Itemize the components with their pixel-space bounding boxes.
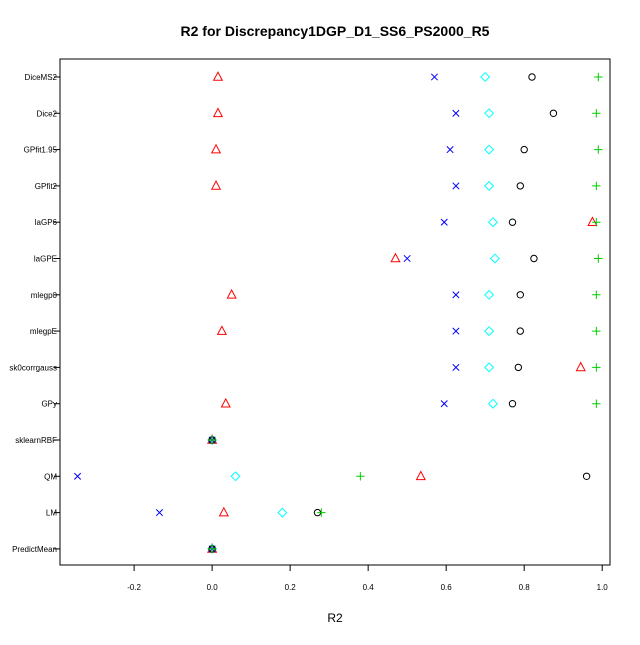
data-point-triangle (218, 506, 229, 517)
data-point-diamond (484, 144, 495, 155)
data-point-cross (440, 400, 448, 408)
data-point-triangle (216, 325, 228, 335)
data-point-circle (514, 363, 523, 372)
data-point-circle (582, 472, 591, 480)
data-point-triangle (226, 288, 237, 299)
y-tick-label: GPfit2 (35, 182, 58, 191)
data-point-cross (440, 218, 448, 226)
data-point-triangle (212, 71, 224, 81)
data-point-diamond (487, 217, 498, 228)
data-point-circle (516, 291, 524, 299)
data-point-plus (592, 290, 601, 299)
data-point-plus (592, 326, 601, 336)
data-point-plus (592, 399, 601, 408)
data-point-cross (452, 109, 460, 117)
y-tick-label: Dice2 (37, 109, 58, 118)
data-point-circle (520, 145, 528, 154)
y-tick-label: DiceMS2 (25, 73, 58, 82)
data-point-plus (356, 472, 365, 481)
plot-area: -0.2 0.0 0.2 0.4 0.6 0.8 1.0 DiceMS2 Dice2 GPfit1… (9, 58, 611, 592)
data-point-plus (594, 72, 603, 82)
x-tick-label: 0.6 (441, 583, 453, 592)
y-tick-label: mlegpE (30, 327, 57, 336)
x-tick-label: 0.8 (519, 583, 531, 592)
data-point-cross (446, 146, 454, 154)
y-tick-label: GPy (41, 400, 57, 409)
data-point-circle (516, 182, 524, 190)
data-point-triangle (210, 143, 222, 154)
data-point-plus (317, 508, 326, 517)
y-tick-label: sklearnRBF (15, 436, 57, 445)
x-tick-label: -0.2 (127, 583, 141, 592)
data-point-plus (592, 363, 601, 372)
data-point-plus (592, 109, 601, 118)
data-point-diamond (230, 471, 241, 482)
data-point-circle (549, 109, 558, 118)
data-point-diamond (484, 289, 495, 300)
data-point-circle (516, 327, 524, 335)
y-tick-label: QM (44, 472, 57, 481)
data-point-cross (155, 509, 164, 517)
chart-title: R2 for Discrepancy1DGP_D1_SS6_PS2000_R5 (181, 23, 490, 39)
data-point-triangle (210, 180, 222, 190)
data-point-diamond (484, 108, 495, 119)
data-point-circle (508, 218, 517, 226)
data-point-cross (452, 182, 460, 190)
x-tick-label: 0.2 (285, 583, 297, 592)
data-point-circle (508, 400, 517, 408)
data-point-cross (452, 291, 460, 299)
data-point-circle (528, 73, 536, 81)
y-tick-label: mlegp0 (31, 291, 58, 300)
data-point-plus (207, 435, 217, 445)
x-tick-label: 0.4 (363, 583, 375, 592)
y-tick-label: LM (46, 509, 57, 518)
data-point-triangle (212, 107, 224, 118)
data-point-diamond (484, 362, 495, 373)
data-point-triangle (587, 216, 598, 226)
data-point-triangle (220, 397, 231, 408)
data-point-plus (592, 181, 601, 191)
data-point-circle (530, 254, 538, 263)
data-point-diamond (487, 398, 498, 409)
data-point-plus (207, 544, 217, 554)
data-point-diamond (277, 507, 288, 518)
data-point-cross (430, 73, 439, 81)
data-point-triangle (415, 470, 426, 481)
data-point-plus (594, 145, 603, 154)
data-point-plus (594, 254, 603, 263)
y-tick-label: GPfit1.95 (24, 146, 58, 155)
data-point-diamond (480, 71, 491, 83)
y-tick-label: laGP6 (35, 218, 58, 227)
data-point-diamond (489, 253, 500, 264)
data-point-diamond (484, 180, 495, 191)
y-tick-label: laGPE (34, 255, 57, 264)
y-tick-label: sk0corrgauss (9, 363, 57, 372)
data-point-triangle (575, 361, 586, 372)
plot-frame (59, 58, 611, 566)
data-point-triangle (390, 252, 401, 263)
x-axis-label: R2 (327, 611, 343, 625)
data-point-cross (452, 363, 460, 371)
x-tick-label: 0.0 (207, 583, 219, 592)
x-tick-label: 1.0 (597, 583, 609, 592)
data-point-cross (73, 472, 82, 480)
data-point-cross (403, 254, 411, 263)
data-point-cross (452, 327, 460, 335)
y-tick-label: PredictMean (12, 545, 57, 554)
data-point-plus (592, 218, 601, 227)
data-point-diamond (484, 326, 495, 337)
